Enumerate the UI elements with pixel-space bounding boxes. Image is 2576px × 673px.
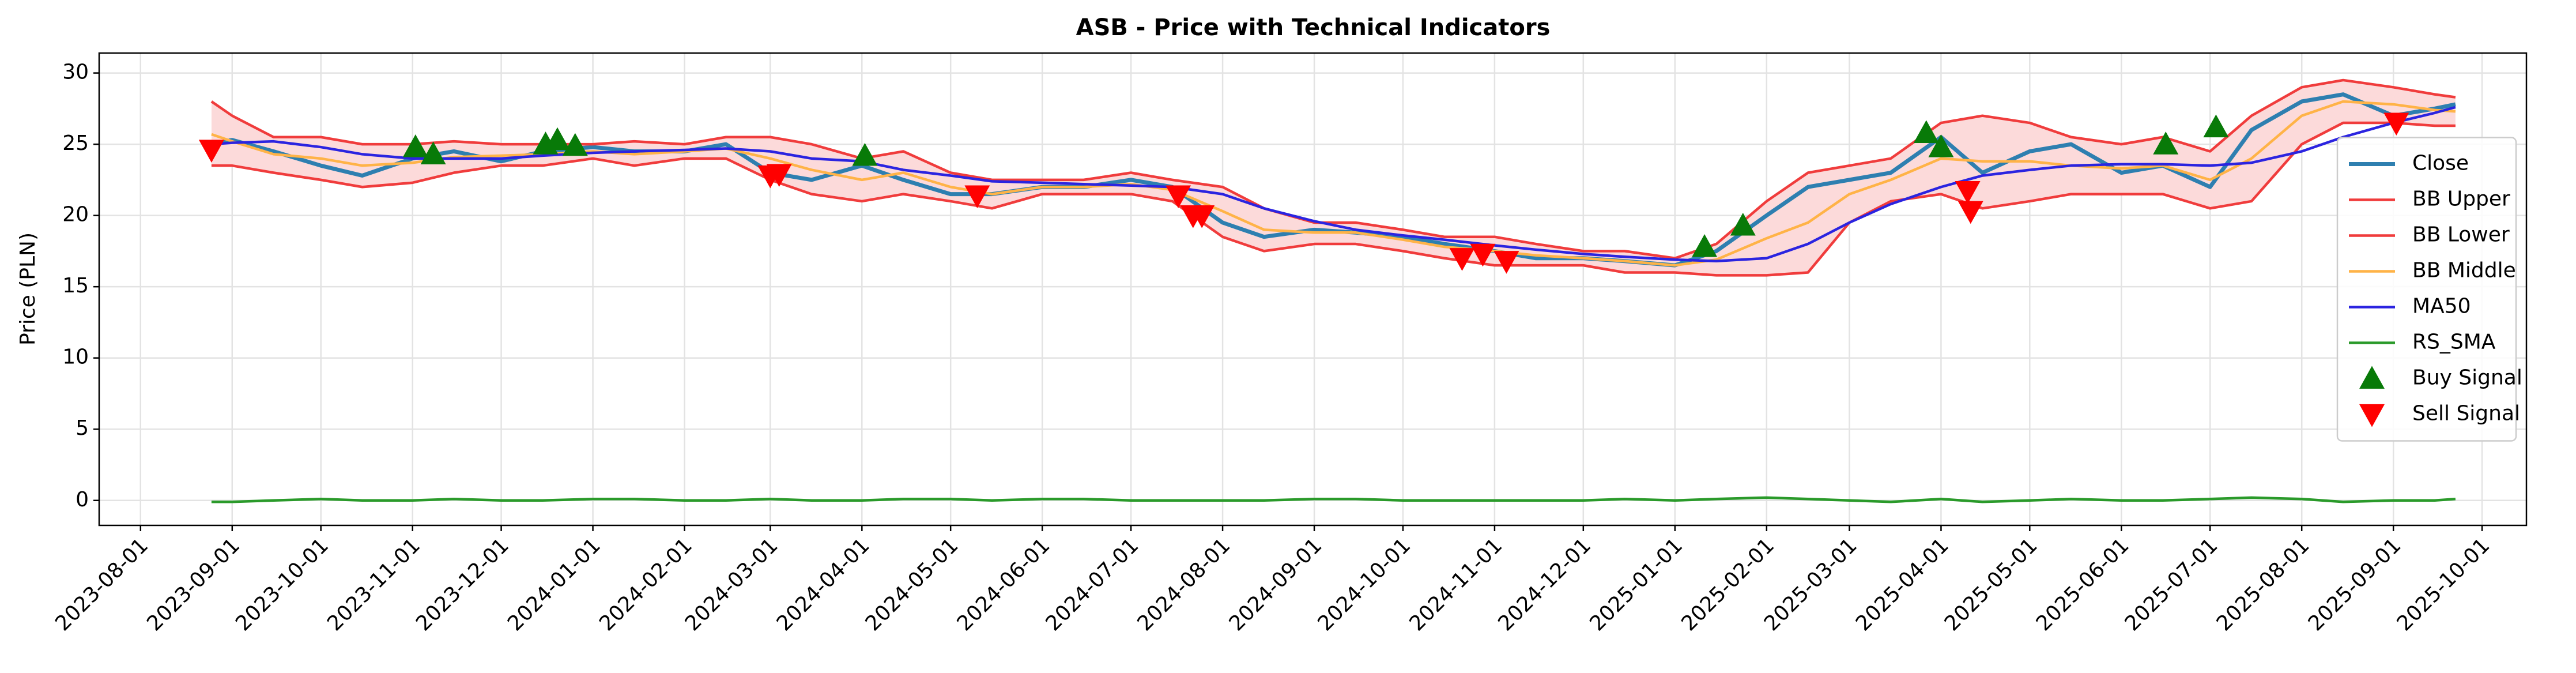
signal-marker [1493, 251, 1519, 274]
line-series [211, 496, 2456, 503]
legend-label: BB Lower [2412, 223, 2510, 247]
legend-label: MA50 [2412, 295, 2471, 318]
signal-marker [2153, 131, 2179, 155]
signal-marker [1730, 212, 1756, 236]
plot-frame [98, 52, 2528, 527]
signal-marker [1166, 185, 1191, 209]
signal-marker [1692, 234, 1718, 257]
signal-marker [1189, 205, 1215, 228]
y-axis-label: Price (PLN) [16, 232, 40, 345]
legend-label: BB Upper [2412, 187, 2510, 211]
legend-label: Buy Signal [2412, 366, 2522, 390]
chart-title: ASB - Price with Technical Indicators [1076, 14, 1551, 41]
band-fill [211, 80, 2456, 276]
y-tick-label: 20 [62, 203, 89, 227]
signal-marker [402, 134, 428, 157]
signal-marker [964, 185, 990, 209]
signal-marker [2383, 112, 2409, 136]
line-series [210, 78, 2456, 260]
legend-box [2336, 137, 2517, 442]
signal-marker [1449, 248, 1475, 271]
signal-marker [1913, 120, 1939, 143]
signal-marker [420, 141, 446, 165]
signal-marker [852, 142, 878, 166]
signal-marker [1928, 134, 1954, 157]
legend-label: BB Middle [2412, 259, 2516, 283]
y-tick-label: 30 [62, 61, 89, 84]
legend-label: Close [2412, 152, 2469, 175]
signal-marker [2203, 114, 2229, 138]
signal-marker [562, 133, 588, 156]
y-tick-label: 15 [62, 274, 89, 298]
legend-swatch [2359, 366, 2385, 389]
signal-marker [766, 164, 792, 187]
signal-marker [1955, 181, 1981, 204]
legend-label: RS_SMA [2412, 330, 2496, 354]
line-series [211, 121, 2456, 277]
y-tick-label: 10 [62, 345, 89, 369]
signal-marker [1958, 201, 1983, 224]
plot-area [198, 78, 2456, 503]
y-tick-label: 25 [62, 131, 89, 155]
y-tick-label: 5 [76, 416, 89, 440]
signal-marker [1470, 243, 1496, 267]
legend-swatch [2359, 404, 2385, 427]
legend-label: Sell Signal [2412, 402, 2520, 426]
signal-marker [198, 140, 224, 163]
y-tick-label: 0 [76, 488, 89, 512]
signal-marker [545, 127, 571, 151]
